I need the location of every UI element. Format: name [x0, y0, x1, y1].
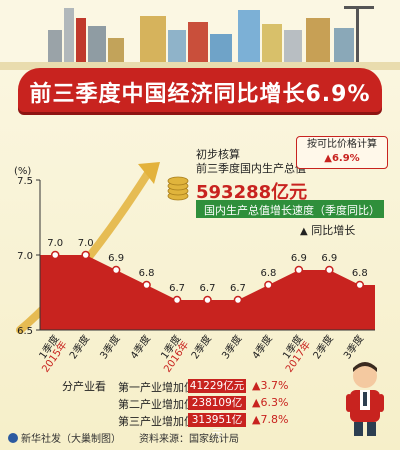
- footer: 新华社发（大巢制图） 资料来源：国家统计局: [8, 430, 239, 445]
- x-category-label: 4季度: [249, 332, 275, 361]
- sector-name: 第二产业增加值: [118, 398, 195, 411]
- sector-value: 313951亿元: [188, 413, 246, 440]
- data-label: 7.0: [78, 238, 94, 249]
- xinhua-logo-icon: [8, 433, 18, 443]
- sector-row: 第二产业增加值 238109亿元 ▲6.3%: [68, 395, 328, 423]
- price-note-growth: ▲6.9%: [324, 153, 360, 164]
- series-area: [40, 255, 375, 330]
- data-label: 6.7: [200, 283, 216, 294]
- chart-header-text: 国内生产总值增长速度（季度同比）: [204, 204, 380, 217]
- data-point: [50, 250, 60, 260]
- city-skyline: [0, 0, 400, 70]
- gdp-note: 初步核算 前三季度国内生产总值: [196, 148, 306, 176]
- data-point: [294, 265, 304, 275]
- sector-name: 第三产业增加值: [118, 415, 195, 428]
- y-axis-label: (%): [14, 166, 31, 177]
- data-point: [203, 295, 212, 305]
- coin-stack-icon: [167, 176, 189, 186]
- data-label: 6.9: [321, 253, 337, 264]
- data-point: [325, 265, 334, 275]
- x-category-label: 2季度: [310, 332, 336, 361]
- x-category-label: 3季度: [340, 332, 366, 361]
- footer-credit: 新华社发（大巢制图）: [21, 434, 121, 445]
- data-label: 6.8: [139, 268, 155, 279]
- x-category-label: 4季度: [127, 332, 153, 361]
- data-point: [233, 295, 243, 305]
- x-category-label: 3季度: [97, 332, 123, 361]
- sector-growth: ▲7.8%: [252, 413, 289, 426]
- data-point: [355, 280, 365, 290]
- data-label: 6.7: [230, 283, 246, 294]
- sector-growth: ▲3.7%: [252, 379, 289, 392]
- gdp-note-line1: 初步核算: [196, 148, 240, 161]
- data-label: 6.7: [169, 283, 185, 294]
- x-category-label: 2季度: [66, 332, 92, 361]
- price-note-label: 按可比价格计算: [307, 139, 377, 150]
- data-point: [264, 280, 273, 290]
- chart-header-bar: 国内生产总值增长速度（季度同比）: [196, 200, 384, 218]
- gdp-note-line2: 前三季度国内生产总值: [196, 162, 306, 175]
- sector-growth: ▲6.3%: [252, 396, 289, 409]
- legend-label: 同比增长: [311, 224, 356, 237]
- data-label: 6.8: [352, 268, 368, 279]
- x-category-label: 3季度: [219, 332, 245, 361]
- data-point: [81, 250, 90, 260]
- data-point: [172, 295, 182, 305]
- legend-triangle-icon: ▲: [300, 226, 308, 237]
- sector-row: 分产业看 第一产业增加值 41229亿元 ▲3.7%: [62, 378, 328, 395]
- data-label: 7.0: [47, 238, 63, 249]
- sector-value: 41229亿元: [188, 379, 246, 393]
- sector-table: 分产业看 第一产业增加值 41229亿元 ▲3.7% 第二产业增加值 23810…: [62, 378, 328, 440]
- mascot-illustration: [346, 362, 384, 436]
- data-label: 6.9: [108, 253, 124, 264]
- sector-row: 第三产业增加值 313951亿元 ▲7.8%: [68, 412, 328, 440]
- data-label: 6.8: [260, 268, 276, 279]
- y-tick-label: 7.0: [17, 251, 33, 262]
- sector-heading: 分产业看: [62, 380, 106, 393]
- growth-arrow-head-icon: [138, 162, 160, 184]
- data-label: 6.9: [291, 253, 307, 264]
- gdp-total-value: 593288亿元: [196, 182, 308, 203]
- page-title: 前三季度中国经济同比增长6.9%: [29, 82, 371, 107]
- gdp-growth-chart: 7.57.06.5(%)7.01季度7.02季度6.93季度6.84季度6.71…: [14, 162, 375, 375]
- sector-value: 238109亿元: [188, 396, 246, 423]
- title-banner: 前三季度中国经济同比增长6.9%: [18, 68, 382, 112]
- y-tick-label: 6.5: [17, 326, 33, 337]
- price-note-box: 按可比价格计算 ▲6.9%: [296, 136, 388, 169]
- chart-legend: ▲ 同比增长: [300, 222, 355, 238]
- sector-name: 第一产业增加值: [118, 381, 195, 394]
- data-point: [111, 265, 121, 275]
- footer-source: 资料来源：国家统计局: [139, 434, 239, 445]
- x-category-label: 2季度: [188, 332, 214, 361]
- data-point: [142, 280, 151, 290]
- y-tick-label: 7.5: [17, 176, 33, 187]
